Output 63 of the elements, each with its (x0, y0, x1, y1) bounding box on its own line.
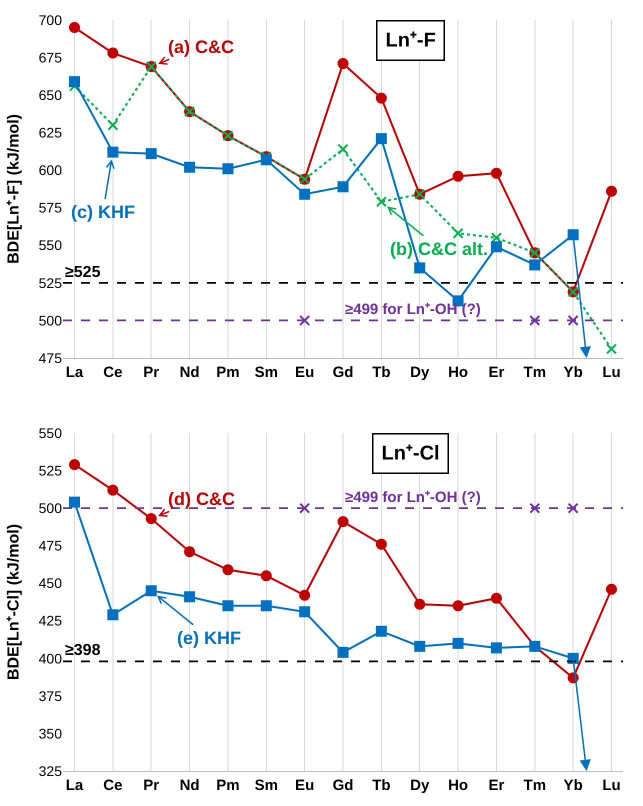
x-tick-label: Ce (103, 364, 122, 381)
x-tick-label: Nd (180, 777, 200, 794)
y-axis-title: BDE[Ln⁺-Cl] (kJ/mol) (6, 524, 23, 680)
y-tick-label: 450 (38, 575, 62, 592)
x-tick-label: Pr (143, 364, 160, 381)
x-tick-label: Lu (602, 364, 621, 381)
x-tick-label: Yb (564, 364, 583, 381)
y-tick-label: 675 (38, 49, 62, 66)
y-tick-label: 550 (38, 424, 62, 441)
x-tick-label: Pr (143, 777, 160, 794)
x-tick-label: Gd (332, 777, 354, 794)
x-tick-label: Dy (410, 777, 430, 794)
x-tick-label: Pm (216, 777, 240, 794)
y-tick-label: 700 (38, 12, 62, 28)
annotation: (a) C&C (168, 37, 234, 57)
y-tick-label: 350 (38, 725, 62, 742)
y-tick-label: 400 (38, 650, 62, 666)
ref-line-label: ≥398 (65, 642, 101, 659)
x-tick-label: La (66, 777, 84, 794)
y-tick-label: 475 (38, 350, 62, 366)
x-tick-label: Ho (448, 364, 468, 381)
x-tick-label: Er (488, 364, 505, 381)
x-tick-label: Dy (410, 364, 430, 381)
x-tick-label: Sm (254, 777, 278, 794)
x-tick-label: Nd (180, 364, 200, 381)
x-tick-label: Er (488, 777, 505, 794)
x-tick-label: Yb (564, 777, 583, 794)
y-tick-label: 575 (38, 200, 62, 216)
annotation: (e) KHF (177, 628, 241, 648)
y-tick-label: 525 (38, 274, 62, 291)
ref-line-label: ≥499 for Ln⁺-OH (?) (345, 301, 481, 318)
y-tick-label: 550 (38, 237, 62, 254)
y-tick-label: 500 (38, 500, 62, 516)
x-tick-label: Tb (372, 777, 391, 794)
y-tick-label: 325 (38, 762, 62, 779)
y-tick-label: 600 (38, 162, 62, 178)
y-axis-title: BDE[Ln⁺-F] (kJ/mol) (6, 114, 23, 264)
annotation: (c) KHF (71, 202, 135, 222)
text: Ln⁺-Cl (382, 442, 440, 464)
y-tick-label: 500 (38, 312, 62, 328)
ref-line-label: ≥499 for Ln⁺-OH (?) (345, 489, 481, 506)
x-tick-label: La (66, 364, 84, 381)
x-tick-label: Tm (524, 364, 546, 381)
y-tick-label: 650 (38, 87, 62, 103)
x-tick-label: Ce (103, 777, 122, 794)
x-tick-label: Lu (602, 777, 621, 794)
x-tick-label: Tb (372, 364, 391, 381)
y-tick-label: 425 (38, 612, 62, 629)
ref-line-label: ≥525 (65, 264, 101, 281)
x-tick-label: Eu (295, 364, 314, 381)
y-tick-label: 625 (38, 124, 62, 141)
x-tick-label: Tm (524, 777, 546, 794)
x-tick-label: Ho (448, 777, 468, 794)
annotation: (b) C&C alt. (390, 239, 488, 259)
text: Ln⁺-F (386, 30, 436, 52)
annotation: (d) C&C (168, 489, 235, 509)
x-tick-label: Gd (332, 364, 354, 381)
x-tick-label: Sm (254, 364, 278, 381)
y-tick-label: 375 (38, 688, 62, 704)
x-tick-label: Eu (295, 777, 314, 794)
y-tick-label: 525 (38, 462, 62, 478)
x-tick-label: Pm (216, 364, 240, 381)
y-tick-label: 475 (38, 538, 62, 554)
